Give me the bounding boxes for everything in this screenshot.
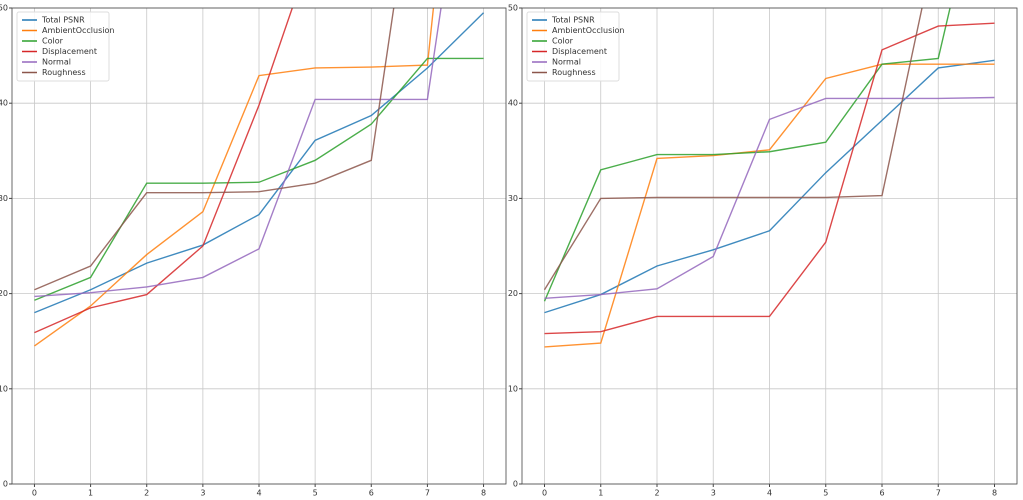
x-tick-label: 4: [256, 489, 261, 498]
series-line: [34, 57, 484, 301]
series-line: [544, 59, 995, 314]
y-tick-label: 20: [508, 289, 518, 298]
legend-label: Total PSNR: [41, 16, 85, 25]
x-tick-label: 5: [313, 489, 318, 498]
x-tick-label: 2: [654, 489, 659, 498]
legend-label: Normal: [42, 58, 71, 67]
y-tick-label: 20: [0, 289, 8, 298]
y-tick-label: 50: [508, 4, 518, 13]
x-tick-label: 2: [144, 489, 149, 498]
y-tick-label: 40: [508, 99, 518, 108]
y-tick-label: 0: [513, 480, 518, 489]
y-tick-label: 50: [0, 4, 8, 13]
x-tick-label: 7: [425, 489, 430, 498]
chart: 0 1 2 3 4 5 6 7 8 0 10 20 30 40 50 Total PSNRAmbientOcc…: [508, 4, 1018, 498]
y-tick-label: 30: [508, 194, 518, 203]
series-line: [544, 63, 995, 348]
legend-box: [16, 11, 110, 82]
legend-box: [526, 11, 620, 82]
y-tick-label: 40: [0, 99, 8, 108]
x-tick-label: 6: [369, 489, 374, 498]
x-tick-label: 6: [879, 489, 884, 498]
series-line: [34, 8, 395, 291]
legend-label: Color: [42, 37, 64, 46]
series-line: [543, 8, 923, 291]
x-tick-label: 1: [88, 489, 93, 498]
axes-frame: [521, 7, 1018, 485]
legend-label: Color: [552, 37, 574, 46]
legend-label: Normal: [552, 58, 581, 67]
legend-label: Displacement: [42, 47, 97, 56]
y-tick-label: 30: [0, 194, 8, 203]
x-tick-label: 3: [200, 489, 205, 498]
legend-label: AmbientOcclusion: [552, 26, 624, 35]
x-tick-label: 8: [992, 489, 997, 498]
x-tick-label: 8: [481, 489, 486, 498]
plot-area: [34, 8, 485, 347]
legend-label: Total PSNR: [551, 16, 595, 25]
series-line: [544, 22, 995, 335]
series-line: [543, 8, 951, 302]
legend-label: Displacement: [552, 47, 607, 56]
x-tick-label: 0: [542, 489, 547, 498]
series-line: [34, 8, 442, 298]
x-tick-label: 3: [711, 489, 716, 498]
legend-label: AmbientOcclusion: [42, 26, 114, 35]
y-tick-label: 10: [508, 384, 518, 393]
series-line: [34, 8, 435, 347]
x-tick-label: 5: [823, 489, 828, 498]
x-tick-label: 4: [767, 489, 772, 498]
legend-label: Roughness: [552, 68, 596, 77]
legend-label: Roughness: [42, 68, 86, 77]
series-line: [544, 96, 995, 300]
y-tick-label: 0: [3, 480, 8, 489]
plot-area: [543, 8, 995, 348]
x-tick-label: 7: [936, 489, 941, 498]
x-tick-label: 0: [32, 489, 37, 498]
x-tick-label: 1: [598, 489, 603, 498]
y-tick-label: 10: [0, 384, 8, 393]
series-line: [34, 8, 294, 334]
axes-frame: [11, 7, 507, 485]
series-line: [34, 12, 485, 314]
chart: 0 1 2 3 4 5 6 7 8 0 10 20 30 40 50 Total PSNRAmbientOcc…: [0, 4, 507, 498]
